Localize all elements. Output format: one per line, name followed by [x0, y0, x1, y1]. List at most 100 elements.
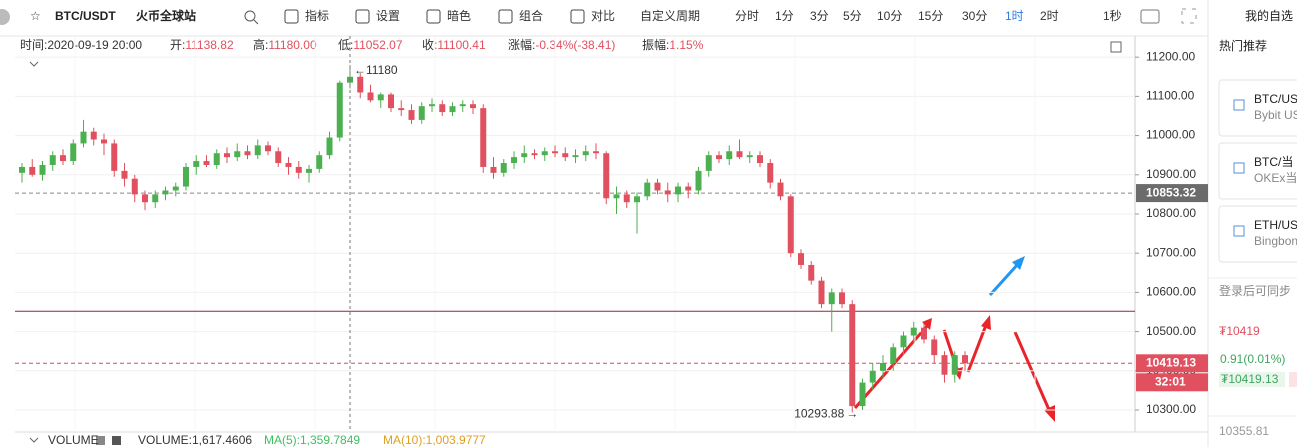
- candle-body: [101, 139, 107, 144]
- min-arrow: →: [846, 407, 858, 421]
- exchange: 火币全球站: [136, 8, 196, 23]
- volume-close-icon[interactable]: [112, 436, 121, 445]
- candle-body: [613, 194, 620, 199]
- card-checkbox[interactable]: [1233, 99, 1245, 111]
- candle-body: [521, 153, 528, 158]
- card-exchange: Bingbon: [1254, 234, 1297, 248]
- candle-body: [623, 194, 630, 203]
- info-value: 11180.00: [268, 38, 317, 52]
- candle-body: [531, 153, 538, 156]
- info-label: 振幅:: [642, 37, 669, 52]
- fullscreen-icon[interactable]: [1110, 41, 1122, 53]
- info-value: 1.15%: [669, 38, 703, 52]
- candle-body: [234, 151, 241, 158]
- blue-arrow: [988, 262, 1020, 297]
- candle-body: [275, 151, 282, 164]
- card-exchange: Bybit US: [1254, 108, 1297, 122]
- candle-body: [470, 104, 476, 109]
- tool-item[interactable]: 暗色: [447, 8, 471, 23]
- candle-body: [839, 292, 845, 305]
- candle-body: [224, 153, 230, 158]
- candle-body: [880, 362, 886, 371]
- red-arrowhead: [1044, 405, 1055, 422]
- candle-body: [787, 196, 794, 254]
- tool-item[interactable]: 设置: [376, 9, 400, 23]
- candle-body: [541, 151, 548, 156]
- volume-collapse[interactable]: [29, 437, 39, 443]
- candle-body: [931, 339, 938, 356]
- card[interactable]: [1218, 142, 1297, 200]
- y-tick-label: 10800.00: [1146, 206, 1196, 220]
- card[interactable]: [1218, 205, 1297, 263]
- card-checkbox[interactable]: [1233, 225, 1245, 237]
- period[interactable]: 3分: [810, 9, 829, 23]
- y-tick-label: 10500.00: [1146, 324, 1196, 338]
- candle-body: [582, 151, 589, 156]
- y-tick-label: 10600.00: [1146, 285, 1196, 299]
- info-label: 开:: [170, 38, 185, 52]
- card-checkbox[interactable]: [1233, 162, 1245, 174]
- candle-body: [900, 335, 907, 348]
- card[interactable]: [1218, 79, 1297, 137]
- volume-settings-icon[interactable]: [96, 436, 105, 445]
- sidebar-title: 我的自选: [1245, 8, 1293, 23]
- period[interactable]: 30分: [962, 9, 987, 23]
- card-pair: BTC/US: [1254, 92, 1297, 106]
- candle-body: [777, 182, 784, 197]
- period[interactable]: 1分: [775, 9, 794, 23]
- candle-body: [377, 94, 384, 101]
- candle-body: [685, 186, 692, 191]
- candle-body: [798, 253, 804, 265]
- camera-icon[interactable]: [1140, 9, 1160, 24]
- info-item: 低:11052.07: [338, 38, 403, 52]
- candle-body: [162, 190, 169, 195]
- candle-body: [736, 151, 743, 158]
- candle-body: [193, 161, 200, 167]
- candle-body: [654, 182, 661, 191]
- sidebar-extra: 10355.81: [1219, 424, 1269, 438]
- period[interactable]: 15分: [918, 9, 943, 23]
- period[interactable]: 1时: [1005, 9, 1024, 23]
- collapse-icon[interactable]: [29, 61, 39, 67]
- tool-icon: [355, 9, 370, 24]
- red-arrowhead: [981, 315, 991, 330]
- star-icon[interactable]: ☆: [30, 9, 41, 23]
- candle-body: [808, 264, 815, 281]
- sidebar-change: 0.91(0.01%): [1220, 352, 1285, 366]
- candle-body: [183, 166, 189, 187]
- candle-body: [890, 347, 897, 363]
- price-small-bg: [1219, 372, 1285, 387]
- countdown-bg: [1136, 373, 1208, 392]
- tool-item[interactable]: 指标: [305, 8, 329, 23]
- candle-body: [285, 163, 292, 167]
- search-icon[interactable]: [244, 10, 256, 22]
- period[interactable]: 2时: [1040, 9, 1059, 23]
- sidebar-price: ₮10419: [1219, 324, 1260, 338]
- toolbar-bg: [0, 0, 1297, 36]
- candle-body: [39, 164, 46, 175]
- tool-item[interactable]: 对比: [591, 9, 615, 23]
- speed[interactable]: 1秒: [1103, 9, 1122, 23]
- sidebar-section: 热门推荐: [1219, 38, 1267, 53]
- period[interactable]: 10分: [877, 9, 902, 23]
- candle-body: [265, 145, 271, 152]
- red-arrow: [966, 324, 988, 373]
- info-item: 高:11180.00: [253, 37, 317, 52]
- tool-icon: [498, 9, 513, 24]
- candle-body: [90, 131, 97, 140]
- candle-body: [951, 355, 958, 375]
- sidebar-price-small: ₮10419.13: [1221, 372, 1279, 386]
- info-item: 涨幅:-0.34%(-38.41): [508, 37, 615, 52]
- candle-body: [921, 327, 927, 340]
- y-tick-label: 10900.00: [1146, 167, 1196, 181]
- tool-item[interactable]: 组合: [519, 8, 543, 23]
- expand-icon[interactable]: [1181, 8, 1197, 24]
- candle-body: [336, 82, 343, 138]
- info-value: -0.34%(-38.41): [535, 38, 615, 52]
- card-pair: ETH/US: [1254, 218, 1297, 232]
- period[interactable]: 分时: [735, 9, 759, 23]
- period[interactable]: 5分: [843, 9, 862, 23]
- candle-body: [859, 382, 866, 407]
- period[interactable]: 自定义周期: [640, 8, 700, 23]
